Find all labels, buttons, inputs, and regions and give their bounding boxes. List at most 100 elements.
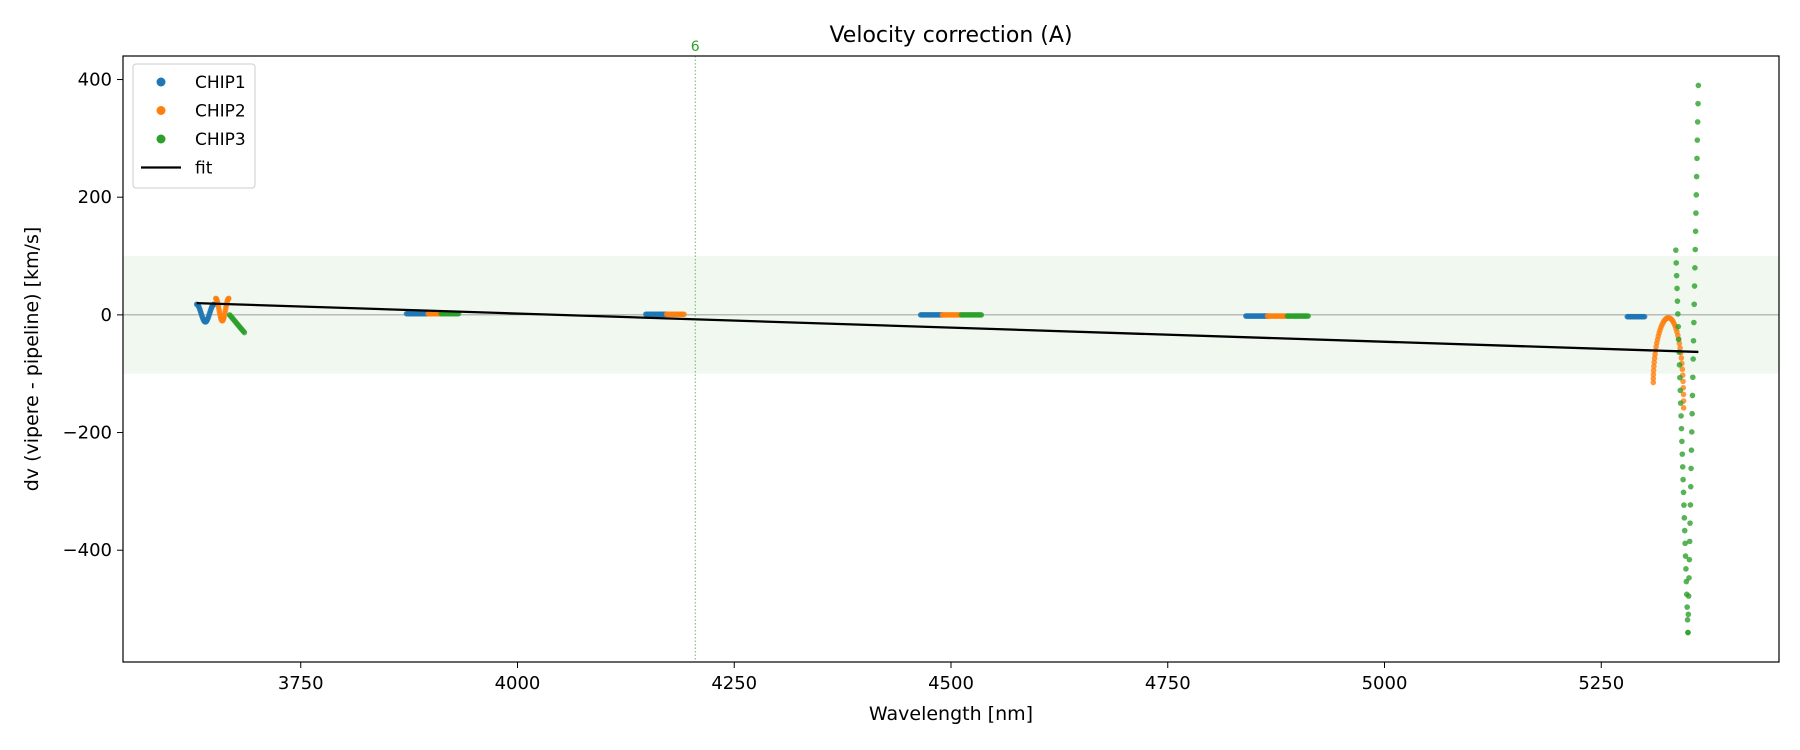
data-point-chip2 <box>1680 391 1687 398</box>
data-point-chip2 <box>1678 355 1685 361</box>
x-tick-label: 5000 <box>1362 673 1408 694</box>
data-point-chip3 <box>1682 553 1689 559</box>
data-point-chip2 <box>1651 359 1657 366</box>
data-point-chip3 <box>1679 438 1685 445</box>
data-point-chip3 <box>1686 556 1693 563</box>
data-point-chip3 <box>1675 311 1681 317</box>
x-axis: 3750 4000 4250 4500 4750 5000 5250 <box>278 662 1624 694</box>
y-tick-label: 0 <box>101 305 112 326</box>
data-point-chip3 <box>1693 192 1700 198</box>
data-point-chip3 <box>1686 538 1693 545</box>
data-point-chip3 <box>1691 319 1697 326</box>
data-point-chip2 <box>681 311 687 318</box>
y-tick-label: 400 <box>78 70 112 91</box>
legend-item-chip3: CHIP3 <box>156 130 246 150</box>
data-point-chip2 <box>1651 363 1657 370</box>
data-point-chip3 <box>1693 173 1700 180</box>
data-point-chip2 <box>1650 367 1657 374</box>
data-point-chip3 <box>1681 515 1688 521</box>
y-tick-label: −400 <box>63 540 112 561</box>
data-point-chip3 <box>1677 374 1683 381</box>
data-point-chip3 <box>1679 451 1686 457</box>
data-point-chip3 <box>1680 489 1687 496</box>
data-point-chip3 <box>1675 336 1682 343</box>
data-point-chip3 <box>978 312 985 318</box>
data-point-chip3 <box>1689 410 1695 417</box>
data-point-chip3 <box>1681 527 1688 534</box>
legend-label: CHIP3 <box>195 130 246 150</box>
y-tick-label: −200 <box>63 423 112 444</box>
data-point-chip3 <box>1679 464 1686 470</box>
vertical-marker-label: 6 <box>691 39 700 55</box>
x-tick-label: 4500 <box>928 673 974 694</box>
legend-marker <box>156 106 166 115</box>
data-point-chip3 <box>1688 447 1695 453</box>
legend-label: CHIP2 <box>195 102 246 122</box>
y-axis: 400 200 0 −200 −400 <box>63 70 123 561</box>
data-point-chip3 <box>1691 301 1698 308</box>
data-point-chip3 <box>1694 137 1701 143</box>
data-point-chip3 <box>1674 298 1681 304</box>
data-point-chip3 <box>1688 429 1695 435</box>
data-point-chip3 <box>1693 210 1699 216</box>
legend-marker <box>156 134 166 144</box>
data-point-chip3 <box>1692 246 1699 253</box>
y-tick-label: 200 <box>78 187 112 208</box>
data-point-chip3 <box>1687 520 1693 526</box>
data-point-chip3 <box>1678 413 1684 419</box>
x-tick-label: 5250 <box>1578 673 1624 694</box>
data-point-chip2 <box>1650 379 1657 386</box>
legend-item-fit: fit <box>141 159 213 179</box>
legend-item-chip2: CHIP2 <box>156 102 246 122</box>
data-point-chip3 <box>1692 228 1699 235</box>
data-point-chip2 <box>1650 375 1657 382</box>
data-point-chip3 <box>1694 119 1701 125</box>
legend-label: fit <box>195 159 213 179</box>
data-point-chip3 <box>1690 337 1697 344</box>
data-point-chip3 <box>1690 374 1696 381</box>
x-tick-label: 4750 <box>1145 673 1191 694</box>
data-point-chip2 <box>1680 378 1686 385</box>
data-point-chip2 <box>1650 371 1657 378</box>
data-point-chip3 <box>1685 593 1692 599</box>
data-point-chip3 <box>1689 392 1696 399</box>
data-point-chip3 <box>1677 400 1684 406</box>
data-point-chip3 <box>1695 82 1702 89</box>
data-point-chip3 <box>1678 425 1685 432</box>
data-point-chip1 <box>1641 313 1648 320</box>
data-point-chip3 <box>241 329 248 336</box>
data-point-chip3 <box>1305 313 1312 319</box>
x-tick-label: 4000 <box>495 673 541 694</box>
data-point-chip3 <box>1688 465 1694 472</box>
data-point-chip3 <box>1675 323 1682 330</box>
data-point-chip3 <box>1694 155 1700 162</box>
series-chip1 <box>193 301 1648 325</box>
y-axis-label: dv (vipere - pipeline) [km/s] <box>21 227 43 492</box>
x-tick-label: 4250 <box>711 673 757 694</box>
data-point-chip3 <box>1686 575 1692 581</box>
legend-marker <box>156 77 166 87</box>
legend-entries: CHIP1 CHIP2 CHIP3 fit <box>141 73 246 179</box>
legend-item-chip1: CHIP1 <box>156 73 246 93</box>
legend: CHIP1 CHIP2 CHIP3 fit <box>132 63 256 189</box>
data-point-chip3 <box>1674 285 1680 292</box>
data-point-chip3 <box>1676 362 1683 368</box>
data-point-chip3 <box>1687 502 1694 508</box>
plot-area <box>123 56 1779 662</box>
fit-line <box>196 301 1699 354</box>
data-point-chip3 <box>1677 387 1684 394</box>
series-chip3 <box>226 82 1702 636</box>
data-point-chip3 <box>1692 265 1698 271</box>
data-point-chip2 <box>1679 366 1686 373</box>
data-point-chip3 <box>1681 502 1687 508</box>
data-point-chip3 <box>1684 617 1691 623</box>
chart-title: Velocity correction (A) <box>829 23 1072 48</box>
data-point-chip3 <box>1680 476 1686 483</box>
data-point-chip3 <box>1685 629 1691 636</box>
data-point-chip3 <box>1673 272 1680 279</box>
data-points <box>193 82 1702 636</box>
x-tick-label: 3750 <box>278 673 324 694</box>
legend-frame <box>132 63 256 189</box>
